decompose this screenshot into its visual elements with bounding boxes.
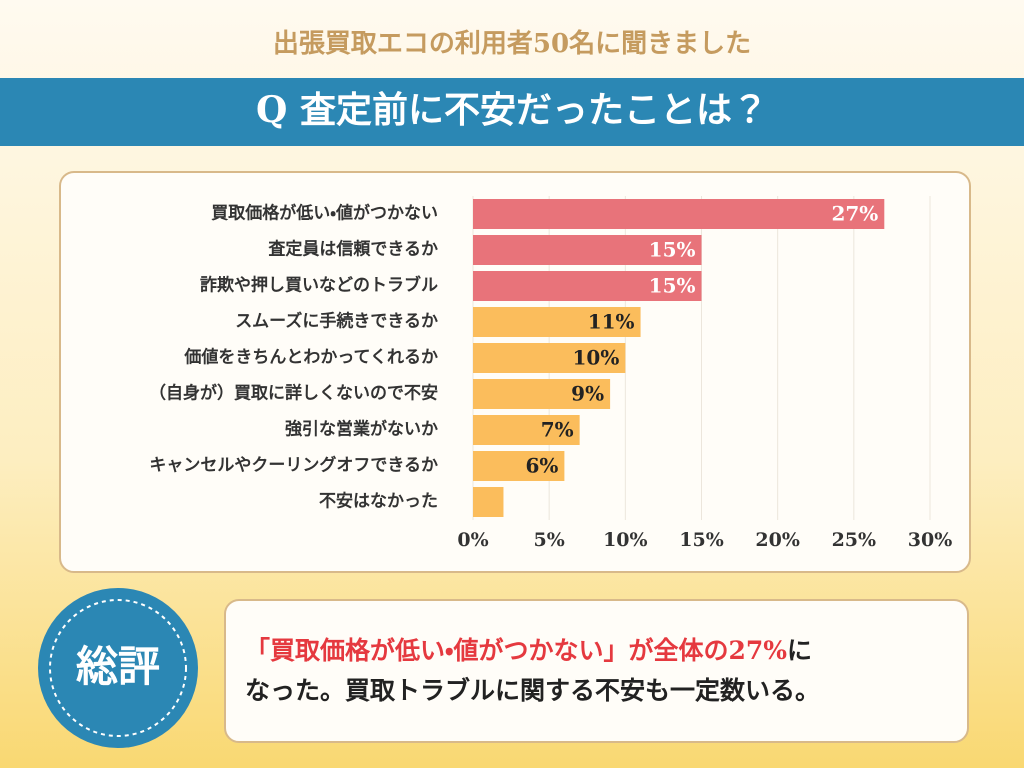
x-tick-label: 15% (679, 529, 724, 551)
plot: 0% 5% 10% 15% 20% 25% 30% 買取価格が低い・値がつかない 27% 査定員は… (149, 196, 952, 551)
value-label: 6% (525, 454, 558, 478)
category-label: 査定員は信頼できるか (267, 239, 438, 260)
category-label: 強引な営業がないか (285, 419, 438, 440)
value-label: 10% (572, 346, 619, 370)
bar (473, 235, 702, 265)
category-label: スムーズに手続きできるか (235, 311, 438, 332)
summary-line: なった。買取トラブルに関する不安も一定数いる。 (245, 676, 820, 705)
x-tick-label: 30% (908, 529, 953, 551)
bar (473, 343, 626, 373)
category-label: 買取価格が低い・値がつかない (211, 203, 438, 224)
bar (473, 271, 702, 301)
question-banner (0, 78, 1024, 146)
summary-card (224, 599, 969, 743)
summary-text: 「買取価格が低い・値がつかない」が全体の27% (245, 636, 787, 665)
bar (473, 451, 565, 481)
bar (473, 199, 885, 229)
bar (473, 415, 580, 445)
category-label: キャンセルやクーリングオフできるか (149, 455, 438, 476)
value-label: 27% (831, 202, 878, 226)
question: Q 査定前に不安だったことは？ (256, 89, 768, 131)
category-label: 不安はなかった (319, 491, 438, 512)
badge-ring (49, 599, 187, 737)
bar (473, 487, 504, 517)
value-label: 15% (649, 274, 696, 298)
summary-text: に (787, 636, 812, 665)
x-tick-label: 10% (603, 529, 648, 551)
header-title: 出張買取エコの利用者50名に聞きました (273, 28, 751, 59)
bar (473, 379, 611, 409)
x-tick-label: 5% (534, 529, 565, 551)
value-label: 11% (588, 310, 635, 334)
summary-text: なった。買取トラブルに関する不安も一定数いる。 (245, 676, 820, 705)
badge-text: 総評 (76, 642, 160, 691)
category-label: （自身が）買取に詳しくないので不安 (149, 383, 438, 404)
value-label: 7% (541, 418, 574, 442)
bar (473, 307, 641, 337)
value-label: 9% (571, 382, 604, 406)
x-tick-label: 20% (755, 529, 800, 551)
category-label: 詐欺や押し買いなどのトラブル (200, 275, 438, 296)
category-label: 価値をきちんとわかってくれるか (183, 347, 438, 368)
x-tick-label: 0% (457, 529, 488, 551)
summary-badge (38, 588, 198, 748)
x-tick-label: 25% (832, 529, 877, 551)
summary-line: 「買取価格が低い・値がつかない」が全体の27%に (245, 636, 812, 665)
value-label: 15% (649, 238, 696, 262)
